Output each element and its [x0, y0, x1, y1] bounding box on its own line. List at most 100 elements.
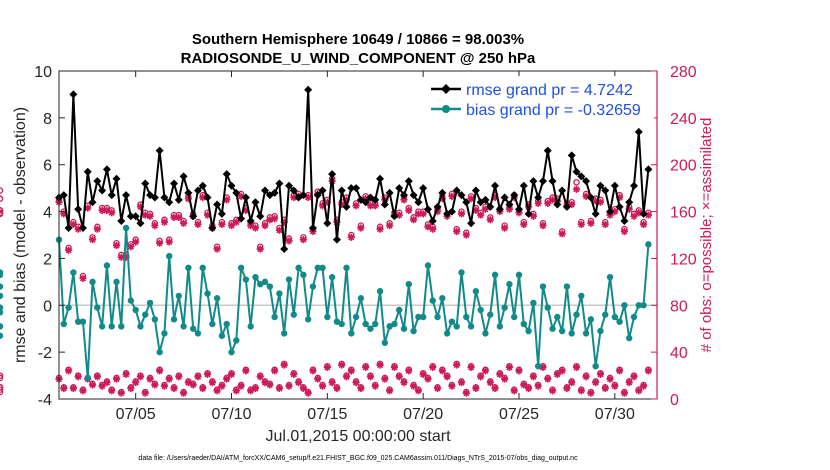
rmse-point: [189, 212, 198, 221]
bias-point: [645, 241, 652, 248]
obs-assimilated-low-marker: [314, 375, 322, 383]
obs-assimilated-marker: [194, 220, 202, 229]
obs-assimilated-low-marker: [98, 382, 106, 390]
rmse-point: [428, 216, 437, 225]
obs-assimilated-marker: [251, 224, 260, 232]
rmse-point: [160, 193, 169, 202]
rmse-point: [78, 223, 87, 232]
rmse-point: [596, 181, 605, 190]
obs-assimilated-low-marker: [141, 389, 149, 397]
x-tick-label: 07/10: [211, 406, 251, 423]
rmse-point: [308, 223, 317, 232]
bias-point: [132, 306, 139, 314]
bias-point: [170, 316, 178, 323]
rmse-point: [447, 207, 456, 216]
obs-assimilated-marker: [93, 225, 101, 233]
rmse-point: [270, 188, 279, 197]
obs-assimilated-low-marker: [213, 387, 221, 395]
rmse-point: [486, 202, 495, 211]
rmse-point: [572, 167, 581, 176]
obs-assimilated-marker: [453, 227, 461, 236]
rmse-point: [59, 191, 68, 200]
obs-assimilated-marker: [136, 203, 145, 211]
obs-assimilated-low-marker: [256, 373, 264, 381]
obs-assimilated-low-marker: [587, 389, 595, 397]
rmse-point: [69, 90, 78, 99]
obs-assimilated-marker: [199, 193, 207, 202]
bias-point: [352, 313, 360, 321]
rmse-point: [261, 186, 270, 195]
rmse-point: [88, 198, 97, 207]
rmse-point: [83, 167, 92, 176]
x-tick-label: 07/15: [307, 406, 347, 423]
rmse-point: [414, 198, 423, 207]
y-tick-label: 2: [43, 251, 52, 268]
bias-point: [544, 304, 551, 311]
obs-assimilated-marker: [323, 198, 331, 206]
obs-assimilated-marker: [371, 202, 379, 210]
obs-assimilated-marker: [218, 220, 226, 229]
rmse-point: [419, 184, 428, 193]
bias-point: [228, 348, 235, 356]
obs-assimilated-marker: [534, 199, 542, 207]
bias-point: [0, 283, 4, 290]
bias-point: [597, 327, 604, 335]
bias-line: [58, 227, 650, 378]
obs-assimilated-low-marker: [294, 379, 303, 387]
obs-assimilated-low-marker: [132, 379, 140, 387]
obs-assimilated-marker: [424, 223, 432, 231]
rmse-point: [471, 186, 480, 195]
bias-point: [65, 304, 72, 311]
bias-point: [118, 323, 125, 330]
rmse-point: [548, 177, 557, 186]
rmse-point: [538, 177, 547, 186]
obs-possible-low-marker: [0, 374, 4, 382]
rmse-point: [591, 209, 600, 218]
y-tick-label: 0: [43, 298, 52, 315]
bias-point: [587, 316, 595, 323]
bias-point: [137, 323, 144, 330]
rmse-point: [524, 209, 533, 218]
bias-point: [233, 337, 240, 344]
obs-assimilated-low-marker: [371, 382, 379, 390]
bias-point: [496, 323, 504, 330]
bias-point: [563, 283, 571, 290]
obs-assimilated-low-marker: [544, 375, 552, 383]
bias-point: [357, 295, 365, 302]
obs-assimilated-low-marker: [103, 379, 111, 387]
obs-assimilated-low-marker: [299, 384, 307, 393]
obs-assimilated-low-marker: [376, 361, 384, 369]
obs-assimilated-marker: [625, 205, 633, 213]
obs-assimilated-low-marker: [117, 389, 125, 397]
rmse-point: [98, 186, 107, 195]
legend: rmse grand pr = 4.7242 bias grand pr = -…: [424, 76, 654, 121]
bias-point: [0, 309, 4, 316]
obs-possible-marker: [573, 179, 580, 186]
obs-assimilated-marker: [271, 215, 279, 223]
obs-assimilated-low-marker: [127, 384, 135, 393]
rmse-point: [625, 198, 634, 207]
chart-subtitle: RADIOSONDE_U_WIND_COMPONENT @ 250 hPa: [181, 50, 536, 67]
rmse-point: [213, 200, 222, 209]
y-tick-label: -2: [38, 345, 52, 362]
obs-assimilated-low-marker: [639, 382, 648, 390]
bias-point: [70, 269, 77, 276]
obs-assimilated-low-marker: [271, 367, 279, 375]
rmse-point: [433, 202, 442, 211]
bias-point: [348, 330, 355, 337]
bias-point: [113, 278, 120, 286]
obs-assimilated-low-marker: [611, 382, 619, 390]
rmse-point: [170, 179, 178, 188]
bias-point: [511, 313, 518, 321]
obs-assimilated-low-marker: [362, 363, 370, 371]
rmse-point: [481, 195, 490, 204]
bias-point: [142, 311, 149, 318]
rmse-point: [615, 202, 624, 211]
bias-point: [252, 273, 259, 281]
bias-point: [554, 313, 561, 321]
obs-possible-low-marker: [0, 386, 4, 393]
rmse-point: [606, 207, 615, 216]
obs-assimilated-marker: [141, 211, 149, 219]
obs-assimilated-marker: [544, 199, 552, 207]
bias-point: [530, 299, 537, 307]
